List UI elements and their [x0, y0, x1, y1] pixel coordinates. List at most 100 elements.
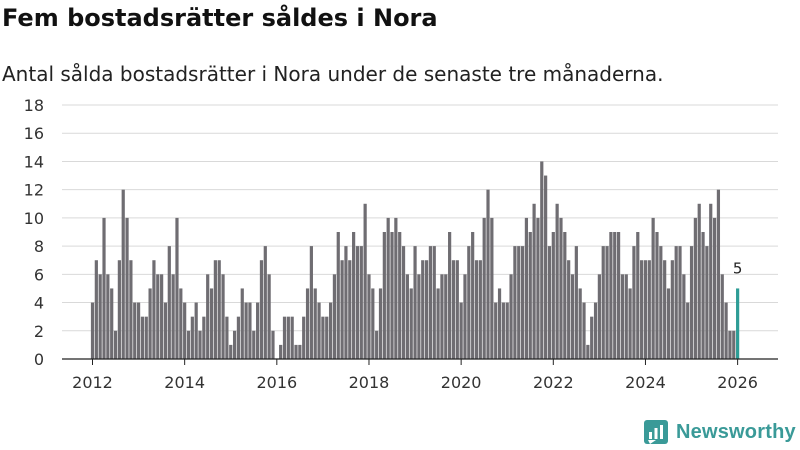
- bar: [325, 316, 329, 359]
- bar: [259, 260, 264, 359]
- bar: [643, 260, 648, 359]
- bar: [248, 302, 252, 359]
- bar: [494, 302, 498, 359]
- bar: [597, 274, 601, 359]
- bar: [129, 260, 133, 359]
- bar: [728, 330, 732, 359]
- bar: [386, 217, 390, 359]
- bar: [640, 260, 644, 359]
- y-tick-label: 12: [24, 181, 44, 200]
- bar: [697, 203, 701, 359]
- bar: [693, 217, 697, 359]
- bar: [474, 260, 479, 359]
- bar: [375, 330, 379, 359]
- newsworthy-logo-icon: [644, 420, 668, 444]
- x-tick-label: 2014: [164, 373, 205, 392]
- bar: [663, 260, 667, 359]
- bar: [570, 274, 575, 359]
- bar: [175, 217, 179, 359]
- bar: [198, 330, 202, 359]
- bar: [451, 260, 456, 359]
- bar: [563, 232, 567, 359]
- bar: [179, 288, 183, 359]
- bar: [328, 302, 333, 359]
- bar: [593, 302, 598, 359]
- bar: [605, 246, 609, 359]
- bar: [236, 316, 241, 359]
- bar: [424, 260, 429, 359]
- bar: [578, 288, 582, 359]
- bar: [520, 246, 525, 359]
- y-tick-label: 10: [24, 209, 44, 228]
- bar: [160, 274, 164, 359]
- bar: [709, 203, 713, 359]
- newsworthy-logo[interactable]: Newsworthy: [644, 420, 796, 444]
- bar: [436, 288, 440, 359]
- bar: [298, 344, 302, 359]
- x-tick-label: 2024: [625, 373, 666, 392]
- bar: [401, 246, 406, 359]
- bar: [513, 246, 517, 359]
- bar: [536, 217, 540, 359]
- x-tick-label: 2022: [533, 373, 574, 392]
- bar: [256, 302, 260, 359]
- bar: [601, 246, 605, 359]
- bar: [544, 175, 548, 359]
- bar: [455, 260, 459, 359]
- bar: [582, 302, 586, 359]
- bar: [282, 316, 287, 359]
- bar: [486, 189, 490, 359]
- bar: [244, 302, 248, 359]
- y-tick-label: 18: [24, 96, 44, 115]
- bar: [156, 274, 160, 359]
- y-tick-label: 4: [34, 294, 44, 313]
- y-tick-label: 14: [24, 152, 44, 171]
- y-tick-label: 2: [34, 322, 44, 341]
- x-tick-label: 2020: [441, 373, 482, 392]
- bar: [559, 217, 563, 359]
- bar: [636, 232, 640, 359]
- bar: [482, 217, 486, 359]
- bar: [125, 217, 129, 359]
- bar: [394, 217, 398, 359]
- bar: [567, 260, 571, 359]
- newsworthy-logo-text: Newsworthy: [676, 420, 796, 443]
- bar: [590, 316, 594, 359]
- bar: [294, 344, 298, 359]
- bar: [371, 288, 375, 359]
- bar: [113, 330, 118, 359]
- bar: [90, 302, 95, 359]
- x-tick-label: 2018: [349, 373, 390, 392]
- bar: [490, 217, 494, 359]
- bar: [217, 260, 221, 359]
- bar: [271, 330, 275, 359]
- bar: [428, 246, 433, 359]
- bar: [340, 260, 344, 359]
- bar: [517, 246, 521, 359]
- bar: [532, 203, 536, 359]
- bar: [432, 246, 436, 359]
- bar: [286, 316, 290, 359]
- bar: [647, 260, 651, 359]
- bar: [206, 274, 210, 359]
- bar: [225, 316, 229, 359]
- bar: [586, 344, 590, 359]
- x-tick-label: 2016: [256, 373, 297, 392]
- bar: [106, 274, 110, 359]
- bar: [240, 288, 244, 359]
- bar: [624, 274, 628, 359]
- bar: [417, 274, 421, 359]
- bar: [655, 232, 659, 359]
- bar: [547, 246, 552, 359]
- bar: [309, 246, 313, 359]
- bar: [686, 302, 690, 359]
- bar: [613, 232, 617, 359]
- bar: [659, 246, 663, 359]
- bar: [732, 330, 736, 359]
- bar: [359, 246, 363, 359]
- bar: [555, 203, 559, 359]
- bar: [321, 316, 325, 359]
- bar: [551, 232, 555, 359]
- bar: [186, 330, 191, 359]
